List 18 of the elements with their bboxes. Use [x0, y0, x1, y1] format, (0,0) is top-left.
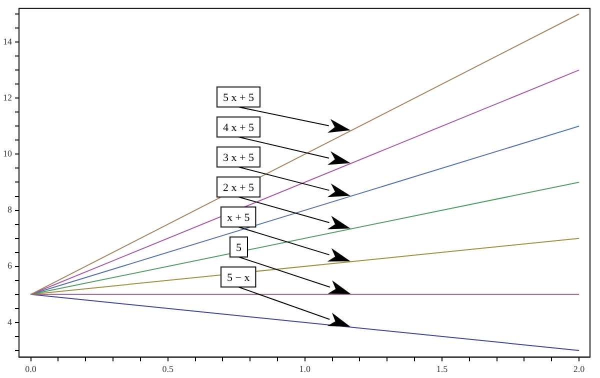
annotation: 3 x + 5	[223, 152, 255, 164]
annotation: 5 x + 5	[223, 92, 255, 104]
x-tick-label: 0.0	[25, 364, 37, 374]
annotation: 5	[236, 242, 242, 254]
annotation: 4 x + 5	[223, 122, 255, 134]
y-tick-label: 10	[3, 148, 12, 159]
y-tick-label: 14	[3, 36, 12, 46]
y-tick-label: 6	[8, 260, 12, 271]
x-tick-label: 2.0	[573, 364, 586, 374]
x-tick-label: 0.5	[162, 364, 174, 374]
annotation: 5 − x	[228, 272, 251, 284]
x-tick-label: 1.5	[436, 364, 448, 374]
y-tick-label: 4	[8, 316, 12, 327]
y-tick-label: 8	[8, 204, 12, 215]
y-tick-label: 12	[3, 92, 12, 102]
annotation: x + 5	[228, 212, 251, 224]
annotation: 2 x + 5	[223, 182, 255, 194]
x-tick-label: 1.0	[299, 364, 312, 374]
